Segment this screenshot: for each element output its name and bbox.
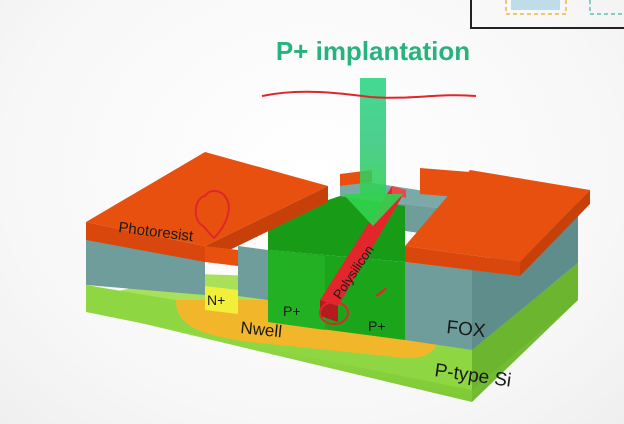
photoresist-right bbox=[340, 168, 590, 276]
annotation-ink bbox=[194, 90, 477, 325]
p-plus-left-label: P+ bbox=[283, 303, 301, 319]
photoresist-left bbox=[86, 152, 328, 266]
p-plus-right-label: P+ bbox=[368, 318, 386, 334]
n-plus-region bbox=[205, 286, 238, 314]
nwell-label: Nwell bbox=[240, 318, 283, 341]
fox-label: FOX bbox=[445, 317, 486, 342]
n-plus-label: N+ bbox=[207, 292, 225, 308]
frame-corner-icon bbox=[470, 0, 624, 29]
diagram-title: P+ implantation bbox=[276, 36, 470, 66]
